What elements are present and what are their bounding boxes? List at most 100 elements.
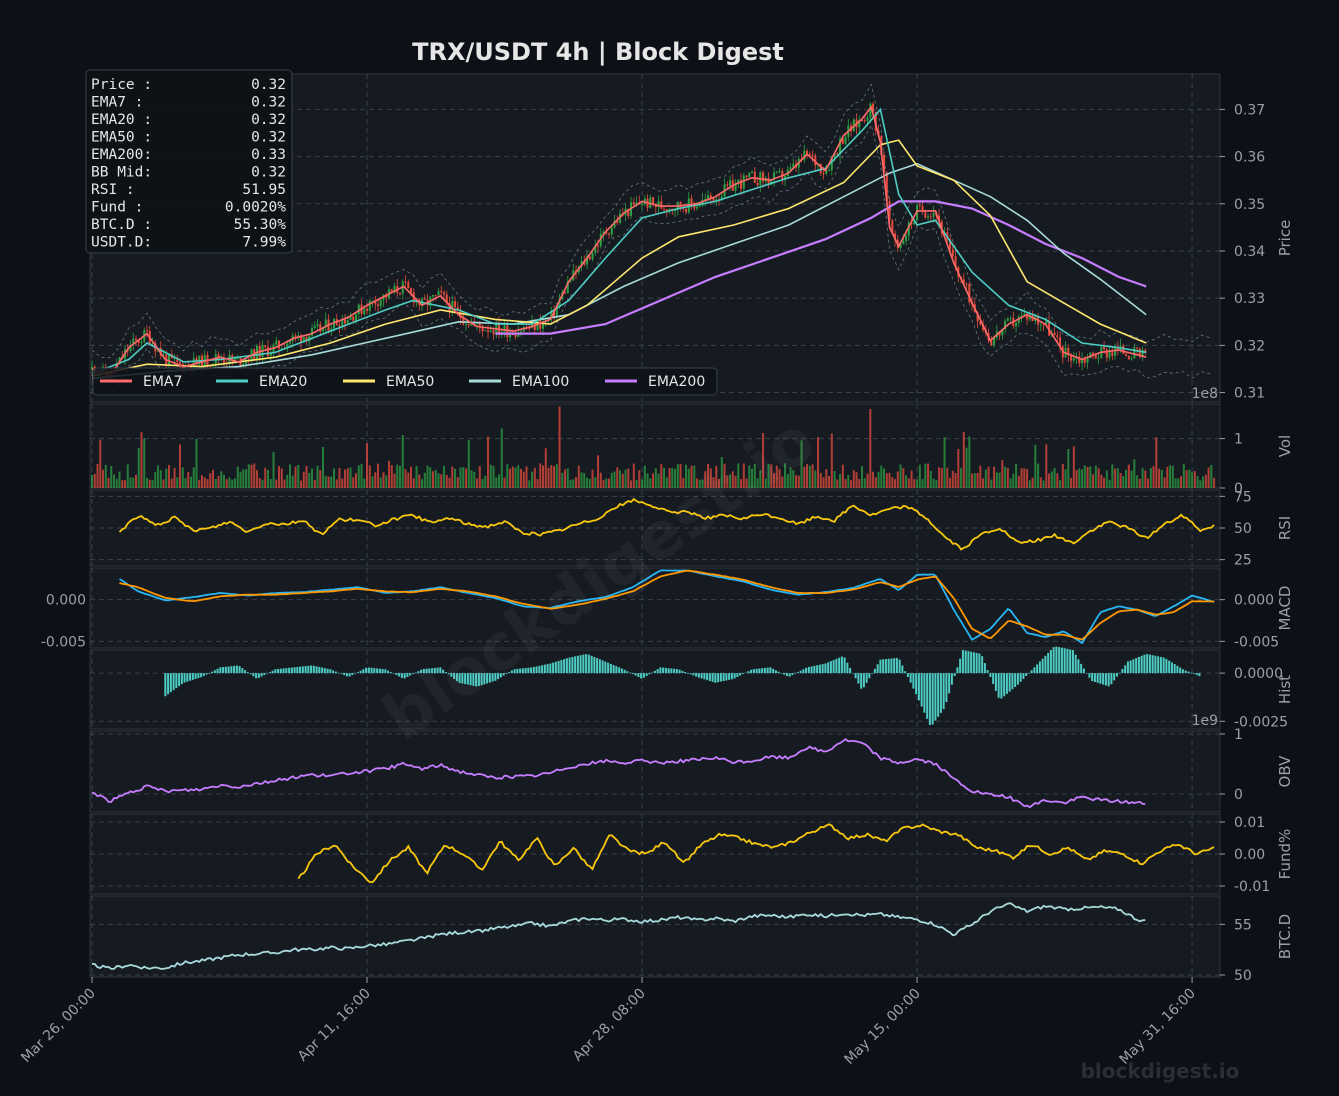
candle-body xyxy=(407,282,410,289)
volume-bar xyxy=(203,477,206,488)
hist-bar xyxy=(282,668,285,674)
volume-bar xyxy=(1009,478,1012,488)
candle-body xyxy=(605,231,608,234)
candle-body xyxy=(539,320,542,329)
volume-bar xyxy=(913,479,916,488)
hist-bar xyxy=(180,673,183,685)
volume-bar xyxy=(300,480,303,488)
candle-body xyxy=(1023,313,1026,316)
volume-bar xyxy=(866,473,869,488)
hist-bar xyxy=(923,673,926,713)
hist-bar xyxy=(934,673,937,721)
volume-bar xyxy=(129,477,132,488)
volume-bar xyxy=(778,469,781,488)
hist-bar xyxy=(310,665,313,674)
hist-bar xyxy=(692,673,695,676)
candle-body xyxy=(1086,358,1089,363)
candle-body xyxy=(784,176,787,180)
candle-body xyxy=(234,358,237,360)
hist-bar xyxy=(197,673,200,679)
volume-bar xyxy=(654,468,657,488)
hist-bar xyxy=(744,672,747,674)
hist-bar xyxy=(857,673,860,684)
volume-bar xyxy=(341,478,344,488)
candle-body xyxy=(709,195,712,199)
hist-bar xyxy=(1088,673,1091,678)
hist-bar xyxy=(574,656,577,674)
candle-body xyxy=(481,326,484,332)
volume-bar xyxy=(533,467,536,488)
candle-body xyxy=(874,111,877,131)
volume-bar xyxy=(1089,466,1092,488)
panel-hist-corner-label: 1e9 xyxy=(1192,713,1218,729)
hist-bar xyxy=(978,653,981,674)
volume-bar xyxy=(583,473,586,488)
candle-body xyxy=(825,170,828,174)
hist-bar xyxy=(763,667,766,674)
panel-macd-yticklabel-l-1: -0.005 xyxy=(41,634,86,650)
hist-bar xyxy=(1135,658,1138,674)
hist-bar xyxy=(750,669,753,674)
hist-bar xyxy=(224,666,227,674)
hist-bar xyxy=(1143,654,1146,674)
hist-bar xyxy=(1014,673,1017,687)
volume-bar xyxy=(159,470,162,488)
candle-body xyxy=(484,330,487,332)
hist-bar xyxy=(818,664,821,674)
candle-body xyxy=(773,172,776,180)
volume-bar xyxy=(968,436,971,488)
volume-bar xyxy=(390,465,393,488)
volume-bar xyxy=(357,465,360,488)
candle-body xyxy=(379,300,382,307)
hist-bar xyxy=(986,670,989,674)
volume-bar xyxy=(1034,444,1037,488)
hist-bar xyxy=(370,667,373,674)
volume-bar xyxy=(407,472,410,488)
volume-bar xyxy=(1158,468,1161,488)
volume-bar xyxy=(1045,444,1048,488)
volume-bar xyxy=(808,465,811,488)
candle-body xyxy=(627,208,630,216)
candle-body xyxy=(907,222,910,236)
candle-body xyxy=(300,335,303,343)
volume-bar xyxy=(162,479,165,488)
hist-bar xyxy=(480,673,483,686)
volume-bar xyxy=(102,469,105,488)
volume-bar xyxy=(954,473,957,488)
hist-bar xyxy=(373,668,376,674)
panel-price-yticklabel-r-0: 0.31 xyxy=(1234,386,1265,402)
hist-bar xyxy=(1179,667,1182,674)
candle-body xyxy=(1097,357,1100,359)
volume-bar xyxy=(588,478,591,488)
hist-bar xyxy=(244,670,247,674)
panel-macd-yticklabel-r-1: -0.005 xyxy=(1234,634,1279,650)
hist-bar xyxy=(686,673,689,674)
hist-bar xyxy=(538,665,541,674)
volume-bar xyxy=(1039,477,1042,488)
hist-bar xyxy=(846,662,849,674)
hist-bar xyxy=(472,673,475,686)
candle-body xyxy=(1026,313,1029,320)
volume-bar xyxy=(910,470,913,488)
hist-bar xyxy=(1022,673,1025,679)
hist-bar xyxy=(552,662,555,674)
hist-bar xyxy=(717,673,720,683)
hist-bar xyxy=(356,672,359,674)
candle-body xyxy=(1133,347,1136,359)
hist-bar xyxy=(959,658,962,674)
candle-body xyxy=(443,292,446,295)
hist-bar xyxy=(681,670,684,674)
hist-bar xyxy=(411,673,414,675)
info-row-value: 0.32 xyxy=(251,77,286,93)
volume-bar xyxy=(1078,468,1081,488)
volume-bar xyxy=(346,468,349,488)
candle-body xyxy=(976,312,979,322)
volume-bar xyxy=(880,465,883,488)
hist-bar xyxy=(1055,646,1058,674)
volume-bar xyxy=(624,469,627,488)
hist-bar xyxy=(791,673,794,676)
volume-bar xyxy=(784,463,787,488)
volume-bar xyxy=(858,478,861,488)
candle-body xyxy=(979,321,982,325)
hist-bar xyxy=(169,673,172,693)
